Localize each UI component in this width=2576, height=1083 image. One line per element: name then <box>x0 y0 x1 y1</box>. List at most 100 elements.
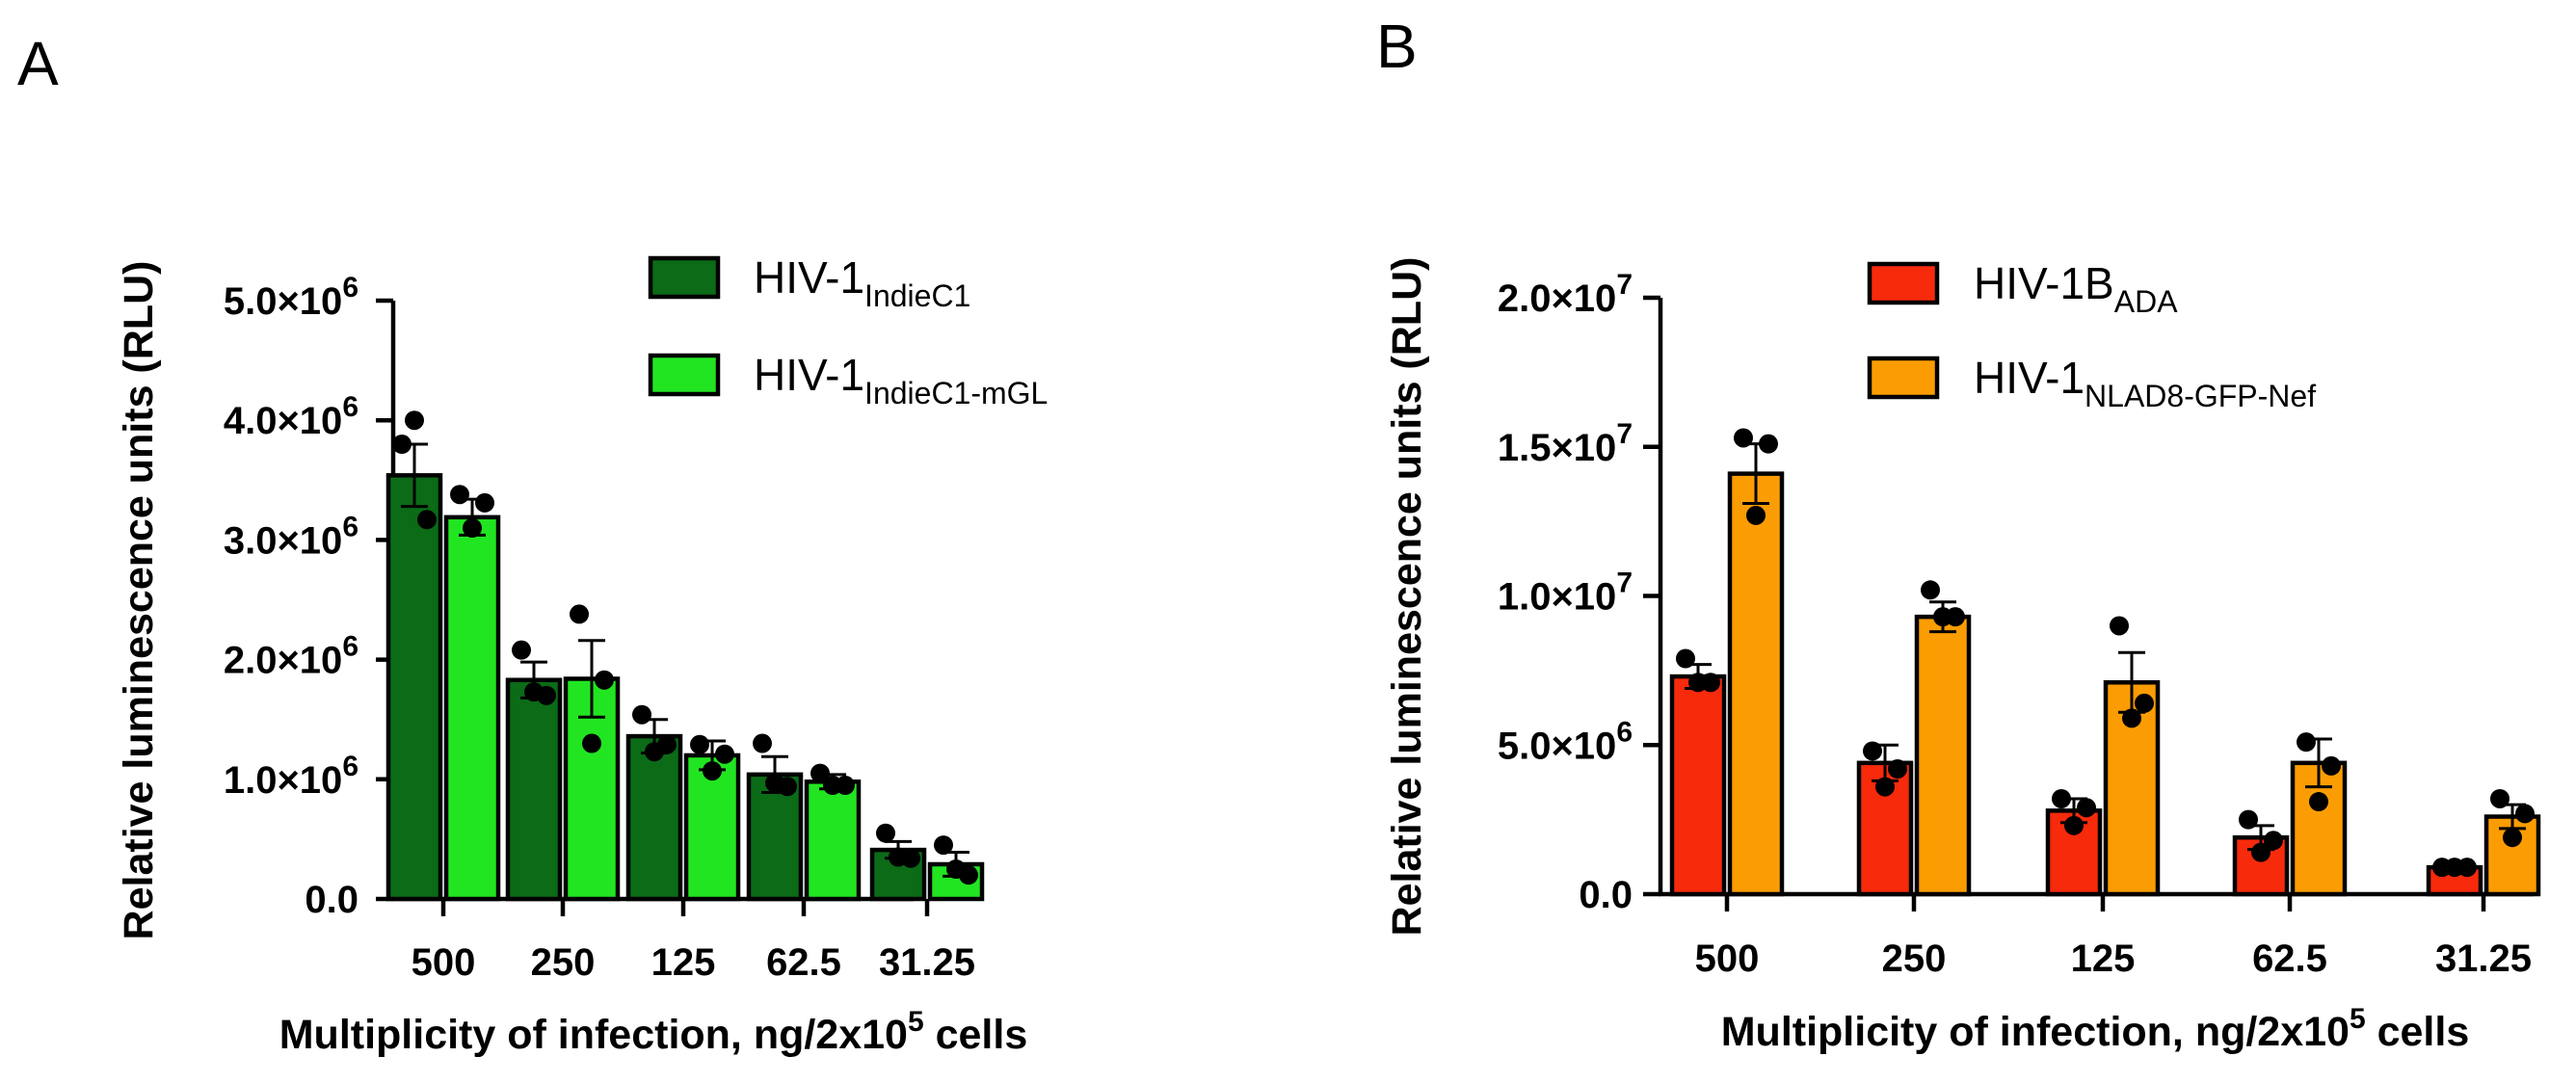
data-point <box>2309 792 2328 812</box>
data-point <box>1701 673 1720 693</box>
data-point <box>1676 648 1695 669</box>
data-point <box>703 761 722 781</box>
panel-letter: A <box>17 29 59 98</box>
data-point <box>1734 428 1753 448</box>
data-point <box>2077 798 2096 818</box>
x-tick-label: 250 <box>531 941 596 984</box>
bar-series1-250 <box>505 677 563 902</box>
bar-series1-500 <box>1669 674 1727 897</box>
data-point <box>2264 831 2283 851</box>
x-tick-label: 125 <box>2071 938 2136 980</box>
y-tick-label: 0.0 <box>305 879 359 921</box>
x-tick-label: 62.5 <box>766 941 841 984</box>
y-tick-label-sup: 7 <box>1616 568 1633 599</box>
data-point <box>2515 804 2535 824</box>
bar-series2-500 <box>1727 471 1785 897</box>
y-axis-title: Relative luminescence units (RLU) <box>1384 257 1430 937</box>
y-tick-label: 5.0×106 <box>1498 716 1633 767</box>
data-point <box>392 435 412 455</box>
data-point <box>657 734 677 754</box>
x-axis-title: Multiplicity of infection, ng/2x105 cell… <box>1721 1003 2470 1055</box>
data-point <box>1759 434 1778 454</box>
data-point <box>475 492 494 513</box>
panel-a: A 0.0 1.0×106 2.0×106 3.0×106 4.0×106 5.0×106 5… <box>17 29 1048 1058</box>
data-point <box>778 777 797 797</box>
y-axis-title: Relative luminescence units (RLU) <box>116 261 162 940</box>
legend-label-sub: IndieC1-mGL <box>864 376 1048 410</box>
data-point <box>1921 580 1940 600</box>
x-tick-label: 250 <box>1882 938 1947 980</box>
data-point <box>959 865 978 885</box>
data-point <box>1746 505 1766 525</box>
data-point <box>2503 828 2522 848</box>
x-axis-title-sup: 5 <box>2350 1003 2366 1035</box>
data-point <box>901 848 920 868</box>
y-tick-label: 1.5×107 <box>1498 418 1633 469</box>
data-point <box>810 763 830 783</box>
data-point <box>450 485 469 505</box>
data-point <box>1946 607 1965 627</box>
bar-series2-500 <box>443 515 501 902</box>
legend-label: HIV-1IndieC1 <box>754 252 970 313</box>
legend-label-sub: ADA <box>2114 284 2178 319</box>
bar-series2-250 <box>1914 614 1972 897</box>
data-point <box>570 604 589 624</box>
legend-swatch <box>648 255 721 300</box>
bar-series2-62.5 <box>804 779 862 902</box>
y-tick-label: 0.0 <box>1579 874 1633 916</box>
data-point <box>1863 741 1882 761</box>
x-tick-label: 62.5 <box>2252 938 2327 980</box>
x-axis-title: Multiplicity of infection, ng/2x105 cell… <box>279 1006 1028 1058</box>
data-point <box>690 734 709 754</box>
y-tick-label-sup: 6 <box>342 631 359 663</box>
data-point <box>836 776 855 796</box>
legend-swatch <box>1867 261 1940 305</box>
x-axis-title-sup: 5 <box>908 1006 924 1038</box>
y-tick-label: 2.0×106 <box>224 631 359 682</box>
data-point <box>2064 815 2084 835</box>
data-point <box>2457 858 2477 878</box>
legend-label: HIV-1IndieC1-mGL <box>754 350 1048 410</box>
y-tick-label: 4.0×106 <box>224 391 359 442</box>
x-axis-title-tail: cells <box>924 1012 1028 1058</box>
data-point <box>582 733 601 753</box>
data-point <box>632 704 651 725</box>
panel-b: B 0.0 5.0×106 1.0×107 1.5×107 2.0×107 500 250 12… <box>1376 12 2541 1055</box>
legend-swatch <box>1867 356 1940 400</box>
x-tick-label: 125 <box>651 941 716 984</box>
data-point <box>1888 759 1907 779</box>
y-tick-label-sup: 6 <box>342 391 359 423</box>
data-point <box>876 823 895 843</box>
y-tick-label-sup: 6 <box>342 751 359 782</box>
x-tick-label: 31.25 <box>2435 938 2532 980</box>
legend-label-sub: NLAD8-GFP-Nef <box>2085 379 2316 413</box>
y-tick-label: 2.0×107 <box>1498 269 1633 320</box>
x-tick-label: 500 <box>1695 938 1760 980</box>
data-point <box>2135 693 2154 713</box>
panel-letter: B <box>1376 12 1418 81</box>
data-point <box>753 733 772 753</box>
data-point <box>715 744 734 764</box>
y-tick-label-sup: 6 <box>342 272 359 304</box>
data-point <box>537 685 556 705</box>
legend-swatch <box>648 353 721 397</box>
y-tick-label-sup: 6 <box>1616 716 1633 748</box>
data-point <box>512 640 531 660</box>
y-tick-label: 1.0×106 <box>224 751 359 802</box>
y-tick-label: 1.0×107 <box>1498 568 1633 619</box>
y-tick-label-sup: 7 <box>1616 269 1633 301</box>
data-point <box>2490 788 2510 808</box>
data-point <box>405 410 424 431</box>
legend-label: HIV-1BADA <box>1974 258 2178 319</box>
data-point <box>595 670 614 690</box>
data-point <box>2110 616 2129 636</box>
x-tick-label: 500 <box>412 941 476 984</box>
x-axis-title-tail: cells <box>2366 1009 2470 1055</box>
legend-label-sub: IndieC1 <box>864 278 970 313</box>
data-point <box>2251 842 2271 862</box>
y-tick-label-sup: 7 <box>1616 418 1633 450</box>
data-point <box>1875 777 1895 797</box>
data-point <box>2122 708 2141 728</box>
bar-series1-500 <box>385 473 443 902</box>
